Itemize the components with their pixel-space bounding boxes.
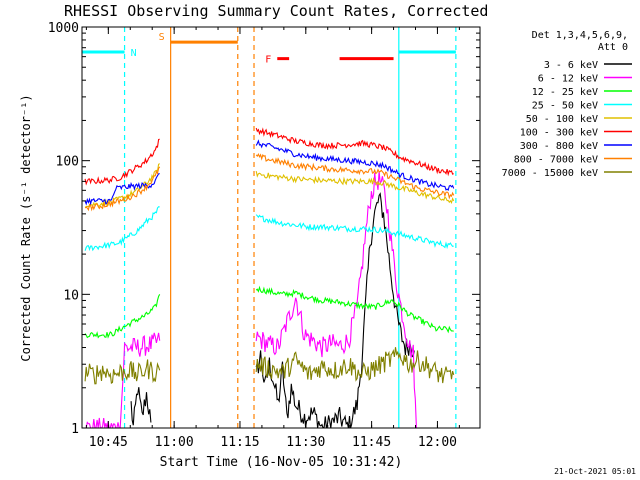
x-axis-label: Start Time (16-Nov-05 10:31:42) bbox=[160, 455, 403, 470]
series-6-12-kev bbox=[85, 170, 417, 428]
series-line-6-12-kev bbox=[255, 170, 417, 428]
legend-entry-300-800-kev: 300 - 800 keV bbox=[520, 141, 598, 152]
chart-title: RHESSI Observing Summary Count Rates, Co… bbox=[64, 2, 488, 20]
series-line-7000-15000-kev bbox=[255, 347, 455, 384]
series-line-3-6-kev bbox=[130, 387, 152, 426]
series-800-7000-kev bbox=[84, 152, 455, 212]
x-tick-label: 10:45 bbox=[89, 435, 128, 450]
y-tick-label: 10 bbox=[63, 288, 79, 303]
x-tick-label: 12:00 bbox=[418, 435, 457, 450]
legend-header-line: Att 0 bbox=[598, 42, 628, 53]
plot-frame bbox=[81, 26, 481, 429]
night-label: N bbox=[131, 48, 137, 59]
series-line-100-300-kev bbox=[84, 138, 160, 186]
annotations: N S F bbox=[82, 27, 457, 428]
timestamp: 21-Oct-2021 05:01 bbox=[554, 467, 636, 476]
x-tick-label: 11:30 bbox=[286, 435, 325, 450]
legend: Det 1,3,4,5,6,9,Att 03 - 6 keV 6 - 12 keV… bbox=[502, 30, 632, 179]
y-tick-label: 100 bbox=[56, 155, 79, 170]
series-line-12-25-kev bbox=[84, 294, 161, 339]
series-line-7000-15000-kev bbox=[84, 359, 161, 385]
y-axis-label: Corrected Count Rate (s⁻¹ detector⁻¹) bbox=[19, 94, 33, 361]
legend-header-line: Det 1,3,4,5,6,9, bbox=[532, 30, 628, 41]
series-12-25-kev bbox=[84, 285, 454, 339]
legend-entry-6-12-kev: 6 - 12 keV bbox=[538, 74, 598, 85]
flare-label: F bbox=[265, 55, 271, 66]
series-line-3-6-kev bbox=[255, 192, 415, 428]
series-3-6-kev bbox=[130, 192, 415, 428]
series-line-6-12-kev bbox=[85, 332, 161, 428]
legend-entry-12-25-kev: 12 - 25 keV bbox=[532, 87, 598, 98]
y-axis: 1 10 100 1000 bbox=[48, 21, 480, 437]
x-tick-label: 11:45 bbox=[352, 435, 391, 450]
series-25-50-kev bbox=[84, 206, 454, 252]
x-tick-label: 11:00 bbox=[155, 435, 194, 450]
series-line-100-300-kev bbox=[255, 127, 454, 177]
series-line-300-800-kev bbox=[255, 139, 455, 191]
series-line-800-7000-kev bbox=[255, 152, 455, 200]
x-axis: 10:45 11:00 11:15 11:30 11:45 12:00 bbox=[85, 27, 460, 450]
series-line-800-7000-kev bbox=[84, 166, 161, 212]
legend-entry-3-6-kev: 3 - 6 keV bbox=[544, 60, 598, 71]
series-layer bbox=[84, 127, 455, 428]
y-tick-label: 1000 bbox=[48, 21, 79, 36]
series-line-25-50-kev bbox=[255, 214, 454, 250]
series-line-25-50-kev bbox=[84, 206, 160, 252]
legend-entry-800-7000-kev: 800 - 7000 keV bbox=[514, 155, 598, 166]
legend-entry-50-100-kev: 50 - 100 keV bbox=[526, 114, 598, 125]
series-7000-15000-kev bbox=[84, 347, 455, 385]
saa-label: S bbox=[159, 32, 165, 43]
legend-entry-7000-15000-kev: 7000 - 15000 keV bbox=[502, 168, 598, 179]
y-tick-label: 1 bbox=[71, 422, 79, 437]
series-line-12-25-kev bbox=[255, 285, 454, 334]
series-line-50-100-kev bbox=[255, 170, 455, 204]
legend-entry-100-300-kev: 100 - 300 keV bbox=[520, 128, 598, 139]
series-100-300-kev bbox=[84, 127, 454, 186]
x-tick-label: 11:15 bbox=[220, 435, 259, 450]
legend-entry-25-50-kev: 25 - 50 keV bbox=[532, 101, 598, 112]
